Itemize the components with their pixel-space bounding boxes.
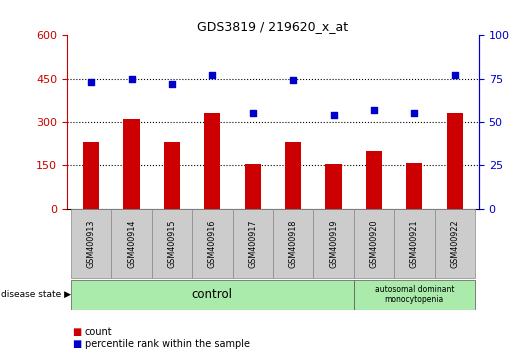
Point <box>370 107 378 113</box>
Text: GSM400921: GSM400921 <box>410 219 419 268</box>
Text: GSM400918: GSM400918 <box>288 219 298 268</box>
Bar <box>204 113 220 209</box>
Bar <box>111 209 152 278</box>
Bar <box>71 280 354 310</box>
Bar <box>164 142 180 209</box>
Point <box>208 73 216 78</box>
Bar <box>152 209 192 278</box>
Bar <box>406 162 422 209</box>
Bar <box>435 209 475 278</box>
Bar <box>394 209 435 278</box>
Text: control: control <box>192 288 233 301</box>
Text: GSM400914: GSM400914 <box>127 219 136 268</box>
Point <box>168 81 176 87</box>
Point <box>127 76 135 81</box>
Text: GSM400920: GSM400920 <box>369 219 379 268</box>
Bar <box>124 119 140 209</box>
Text: ■: ■ <box>72 339 81 349</box>
Text: GSM400913: GSM400913 <box>87 219 96 268</box>
Bar <box>233 209 273 278</box>
Bar <box>83 142 99 209</box>
Point <box>289 78 297 83</box>
Title: GDS3819 / 219620_x_at: GDS3819 / 219620_x_at <box>197 20 349 33</box>
Point <box>451 73 459 78</box>
Text: disease state ▶: disease state ▶ <box>1 290 71 299</box>
Text: count: count <box>85 327 113 337</box>
Text: GSM400917: GSM400917 <box>248 219 258 268</box>
Point <box>410 110 419 116</box>
Bar <box>366 151 382 209</box>
Point <box>330 112 338 118</box>
Text: ■: ■ <box>72 327 81 337</box>
Text: GSM400922: GSM400922 <box>450 219 459 268</box>
Bar <box>313 209 354 278</box>
Bar <box>325 164 341 209</box>
Text: autosomal dominant
monocytopenia: autosomal dominant monocytopenia <box>374 285 454 304</box>
Bar <box>71 209 111 278</box>
Text: percentile rank within the sample: percentile rank within the sample <box>85 339 250 349</box>
Text: GSM400915: GSM400915 <box>167 219 177 268</box>
Text: GSM400916: GSM400916 <box>208 219 217 268</box>
Bar <box>354 280 475 310</box>
Text: GSM400919: GSM400919 <box>329 219 338 268</box>
Bar <box>447 113 463 209</box>
Bar <box>273 209 313 278</box>
Bar <box>245 164 261 209</box>
Point <box>249 110 257 116</box>
Point <box>87 79 95 85</box>
Bar <box>192 209 233 278</box>
Bar <box>354 209 394 278</box>
Bar <box>285 142 301 209</box>
